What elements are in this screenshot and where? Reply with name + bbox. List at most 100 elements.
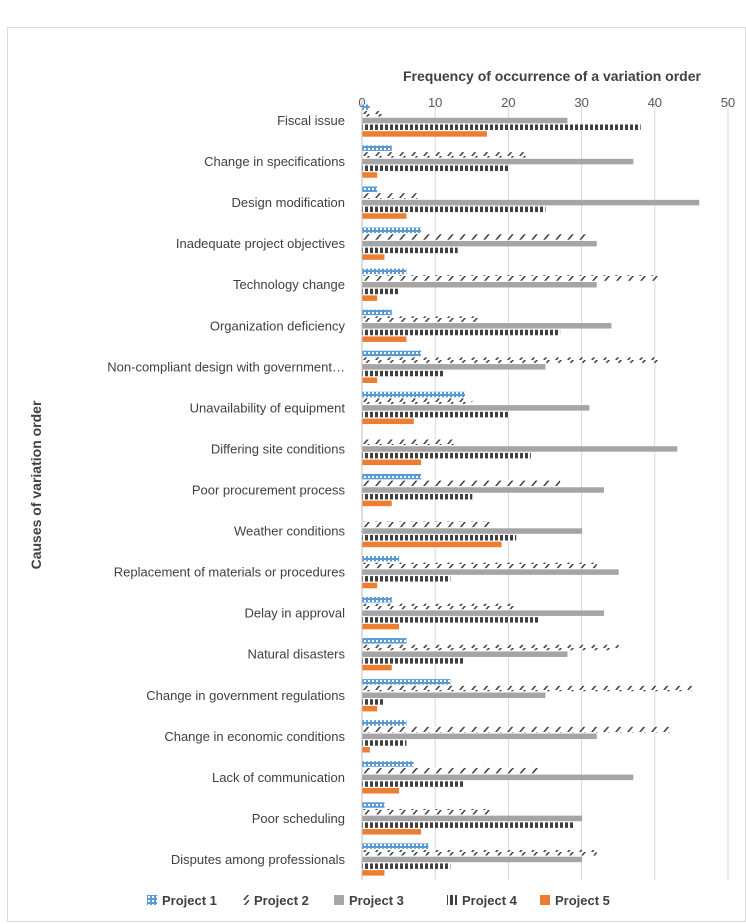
legend-label: Project 4	[462, 893, 518, 908]
bar-project-3	[362, 528, 583, 534]
bar-project-5	[362, 623, 400, 630]
legend-swatch	[239, 895, 249, 905]
category-label: Replacement of materials or procedures	[114, 565, 346, 580]
bar-project-2	[362, 521, 495, 528]
category-labels: Fiscal issue Change in specifications Desi…	[107, 113, 345, 867]
bar-project-4	[362, 617, 539, 623]
bar-project-4	[362, 822, 575, 828]
bar-project-4	[362, 124, 641, 130]
bar-project-4	[362, 658, 465, 664]
bar-project-4	[362, 781, 465, 787]
bar-project-5	[362, 788, 400, 794]
bar-project-3	[362, 815, 583, 822]
gridlines	[361, 100, 729, 880]
bar-project-5	[362, 213, 407, 219]
bar-project-4	[362, 740, 407, 746]
bar-project-5	[362, 336, 407, 342]
category-label: Inadequate project objectives	[176, 236, 346, 251]
bar-project-1	[362, 145, 392, 151]
bar-project-3	[362, 281, 597, 288]
x-tick-label: 30	[574, 95, 588, 110]
bar-project-2	[362, 850, 597, 856]
category-label: Change in specifications	[204, 154, 345, 169]
x-tick-label: 0	[358, 95, 365, 110]
x-tick-label: 50	[721, 95, 735, 110]
legend-swatch	[447, 895, 457, 905]
legend-swatch	[334, 895, 344, 905]
bar-project-2	[362, 193, 422, 199]
category-label: Design modification	[232, 195, 345, 210]
bar-project-1	[362, 186, 378, 192]
legend-swatch	[540, 895, 550, 905]
bar-project-1	[362, 268, 407, 275]
bar-project-5	[362, 541, 502, 548]
bar-project-5	[362, 829, 422, 835]
x-tick-label: 20	[501, 95, 515, 110]
bar-project-4	[362, 863, 451, 869]
bar-project-5	[362, 582, 378, 589]
bars	[362, 104, 700, 876]
bar-project-5	[362, 746, 370, 753]
bar-project-1	[362, 391, 465, 398]
x-tick-label: 40	[648, 95, 662, 110]
bar-project-4	[362, 493, 473, 500]
bar-project-2	[362, 316, 480, 322]
bar-project-1	[362, 802, 385, 808]
bar-project-5	[362, 418, 414, 425]
bar-project-5	[362, 664, 392, 671]
bar-project-2	[362, 562, 597, 569]
bar-project-3	[362, 651, 568, 657]
bar-project-3	[362, 856, 583, 863]
bar-project-3	[362, 692, 546, 699]
category-label: Change in government regulations	[146, 688, 345, 703]
bar-project-5	[362, 870, 385, 876]
bar-project-4	[362, 288, 400, 295]
category-label: Weather conditions	[234, 524, 346, 539]
category-label: Fiscal issue	[277, 113, 345, 128]
bar-project-2	[362, 644, 619, 651]
bar-project-2	[362, 603, 517, 610]
legend-label: Project 3	[349, 893, 404, 908]
bar-project-4	[362, 329, 561, 336]
x-axis-title: Frequency of occurrence of a variation o…	[403, 68, 702, 84]
bar-project-5	[362, 377, 378, 383]
bar-project-5	[362, 500, 392, 507]
bar-project-5	[362, 131, 487, 137]
bar-project-3	[362, 733, 597, 740]
bar-project-2	[362, 234, 590, 240]
bar-project-3	[362, 446, 678, 452]
bar-project-1	[362, 309, 392, 316]
bar-project-1	[362, 843, 429, 849]
bar-project-4	[362, 576, 451, 582]
y-axis-title: Causes of variation order	[28, 400, 44, 569]
bar-project-2	[362, 357, 663, 363]
legend-label: Project 2	[254, 893, 309, 908]
category-label: Change in economic conditions	[164, 729, 345, 744]
bar-project-5	[362, 295, 378, 301]
bar-project-1	[362, 227, 422, 234]
category-label: Poor procurement process	[192, 483, 346, 498]
category-label: Organization deficiency	[210, 318, 346, 333]
bar-project-5	[362, 705, 378, 712]
bar-project-1	[362, 104, 370, 110]
bar-project-4	[362, 165, 509, 172]
x-tick-label: 10	[428, 95, 442, 110]
bar-project-5	[362, 459, 422, 466]
legend: Project 1 Project 2 Project 3 Project 4 Proj…	[147, 893, 610, 908]
bar-project-2	[362, 111, 385, 117]
bar-project-3	[362, 240, 597, 247]
bar-project-2	[362, 480, 561, 487]
category-label: Non-compliant design with government…	[107, 359, 345, 374]
category-label: Differing site conditions	[211, 441, 346, 456]
category-label: Poor scheduling	[252, 811, 345, 826]
bar-project-1	[362, 350, 422, 357]
bar-project-1	[362, 555, 400, 562]
bar-project-4	[362, 370, 444, 377]
bar-project-1	[362, 638, 407, 644]
bar-project-2	[362, 439, 458, 445]
bar-project-4	[362, 535, 517, 541]
bar-project-5	[362, 172, 378, 178]
bar-project-2	[362, 808, 495, 815]
bar-project-2	[362, 275, 663, 281]
